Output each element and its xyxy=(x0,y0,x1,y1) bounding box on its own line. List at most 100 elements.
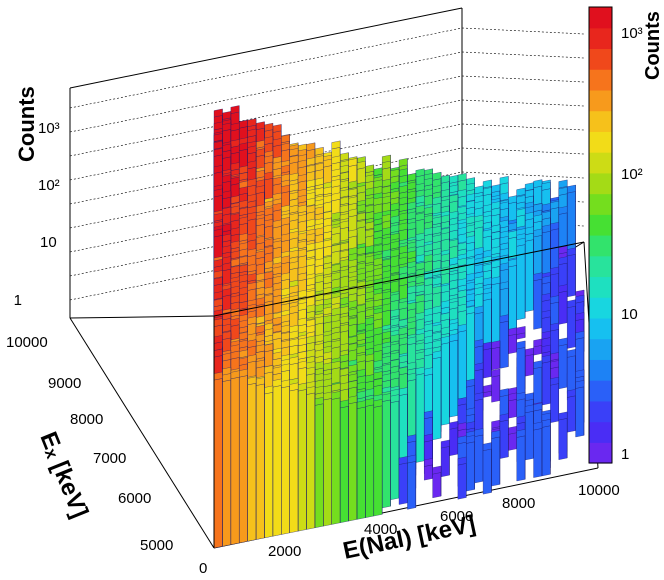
back-gridline xyxy=(461,75,585,83)
z-axis-title: Counts xyxy=(14,86,39,162)
lego-bar-top xyxy=(398,158,408,167)
lego-bar xyxy=(541,425,551,477)
lego-bar xyxy=(558,344,568,390)
lego-bar-top xyxy=(466,435,475,444)
lego-bar-top xyxy=(449,287,459,297)
lego-bar xyxy=(365,404,374,518)
lego-bar xyxy=(558,290,568,325)
lego-bar-top xyxy=(516,429,526,438)
colorbar-cell xyxy=(589,338,612,360)
lego-bar xyxy=(567,254,576,298)
lego-bar-top xyxy=(398,326,408,336)
lego-bar-top xyxy=(516,415,526,425)
lego-bar xyxy=(424,464,433,481)
lego-bar-top xyxy=(390,248,400,258)
lego-bar-top xyxy=(407,454,416,464)
lego-bar-top xyxy=(482,229,492,238)
lego-bar xyxy=(491,346,501,371)
lego-bar-top xyxy=(424,254,433,263)
lego-bar-top xyxy=(516,187,526,197)
lego-bar-top xyxy=(339,249,349,259)
ex-tick-10000: 10000 xyxy=(6,334,48,351)
lego-bar-top xyxy=(558,284,568,293)
lego-bar-top xyxy=(432,234,442,244)
lego-bar-top xyxy=(356,220,366,229)
lego-bar xyxy=(297,389,307,532)
lego-bar-top xyxy=(239,331,248,341)
lego-bar-top xyxy=(516,340,526,350)
lego-bar-top xyxy=(348,279,358,288)
lego-bar-top xyxy=(264,136,274,145)
lego-bar-top xyxy=(440,439,450,449)
lego-bar-top xyxy=(541,344,551,354)
lego-bar-top xyxy=(449,301,459,310)
lego-bar xyxy=(499,320,509,369)
ex-axis-title: Eₓ [keV] xyxy=(34,428,93,522)
lego-bar-top xyxy=(356,354,366,363)
colorbar-cell xyxy=(589,380,612,402)
lego-bar-top xyxy=(323,306,332,316)
colorbar-cell xyxy=(589,131,612,153)
lego-bar xyxy=(567,191,576,252)
lego-bar-top xyxy=(272,358,282,367)
lego-bar xyxy=(390,400,400,500)
lego-bar-top xyxy=(213,298,223,307)
lego-bar-top xyxy=(222,174,231,183)
lego-bar xyxy=(247,383,257,542)
lego-bar xyxy=(508,265,517,335)
lego-bar-top xyxy=(264,155,274,164)
lego-bar-top xyxy=(222,262,231,272)
lego-bar-top xyxy=(297,194,307,204)
ex-tick-9000: 9000 xyxy=(48,375,81,392)
lego-bar-top xyxy=(348,229,358,238)
lego-bar-top xyxy=(558,256,568,265)
lego-bar-top xyxy=(331,168,341,178)
lego-bar xyxy=(449,339,459,418)
front-frame xyxy=(213,241,585,548)
lego-bar-top xyxy=(575,312,585,321)
lego-bar-top xyxy=(331,320,341,329)
lego-bar-top xyxy=(213,228,223,238)
lego-bar-top xyxy=(230,213,240,222)
colorbar-cell xyxy=(589,214,612,236)
lego-bar-top xyxy=(415,342,425,351)
lego-bar-top xyxy=(575,369,585,379)
lego-bar-top xyxy=(466,407,475,417)
lego-bar-top xyxy=(264,286,274,296)
lego-bar-top xyxy=(239,357,248,366)
colorbar-cell xyxy=(589,297,612,319)
lego-bar-top xyxy=(499,314,509,323)
lego-bar-top xyxy=(432,196,442,206)
lego-bar-top xyxy=(297,174,307,183)
lego-bar-top xyxy=(398,222,408,232)
lego-bar xyxy=(222,379,231,547)
colorbar-cell xyxy=(589,69,612,91)
lego-bar-top xyxy=(474,362,484,372)
lego-bar-top xyxy=(382,160,391,170)
lego-bar-top xyxy=(297,240,307,250)
lego-bar xyxy=(356,406,366,520)
lego-bar-top xyxy=(255,257,265,266)
back-gridline xyxy=(461,99,585,107)
lego-bar xyxy=(508,399,517,419)
lego-bar xyxy=(449,427,459,456)
z-tick-10: 10 xyxy=(40,234,57,251)
colorbar-cell xyxy=(589,317,612,340)
lego-bar-top xyxy=(499,176,509,185)
lego-bar xyxy=(281,386,290,535)
lego-bar xyxy=(289,389,299,534)
colorbar-title: Counts xyxy=(642,11,664,80)
lego-bar-top xyxy=(432,285,442,295)
lego-bar-top xyxy=(239,186,248,195)
lego-bar xyxy=(491,375,501,403)
lego-bar-top xyxy=(264,365,274,374)
enai-tick-2000: 2000 xyxy=(268,543,301,560)
lego-bar-top xyxy=(213,165,223,174)
lego-bar-top xyxy=(382,185,391,195)
lego-bar xyxy=(491,436,501,487)
lego-bar-top xyxy=(466,378,475,388)
lego-bar xyxy=(415,373,425,463)
lego-bar xyxy=(398,462,408,505)
colorbar-cell xyxy=(589,110,612,132)
enai-tick-6000: 6000 xyxy=(440,508,473,525)
